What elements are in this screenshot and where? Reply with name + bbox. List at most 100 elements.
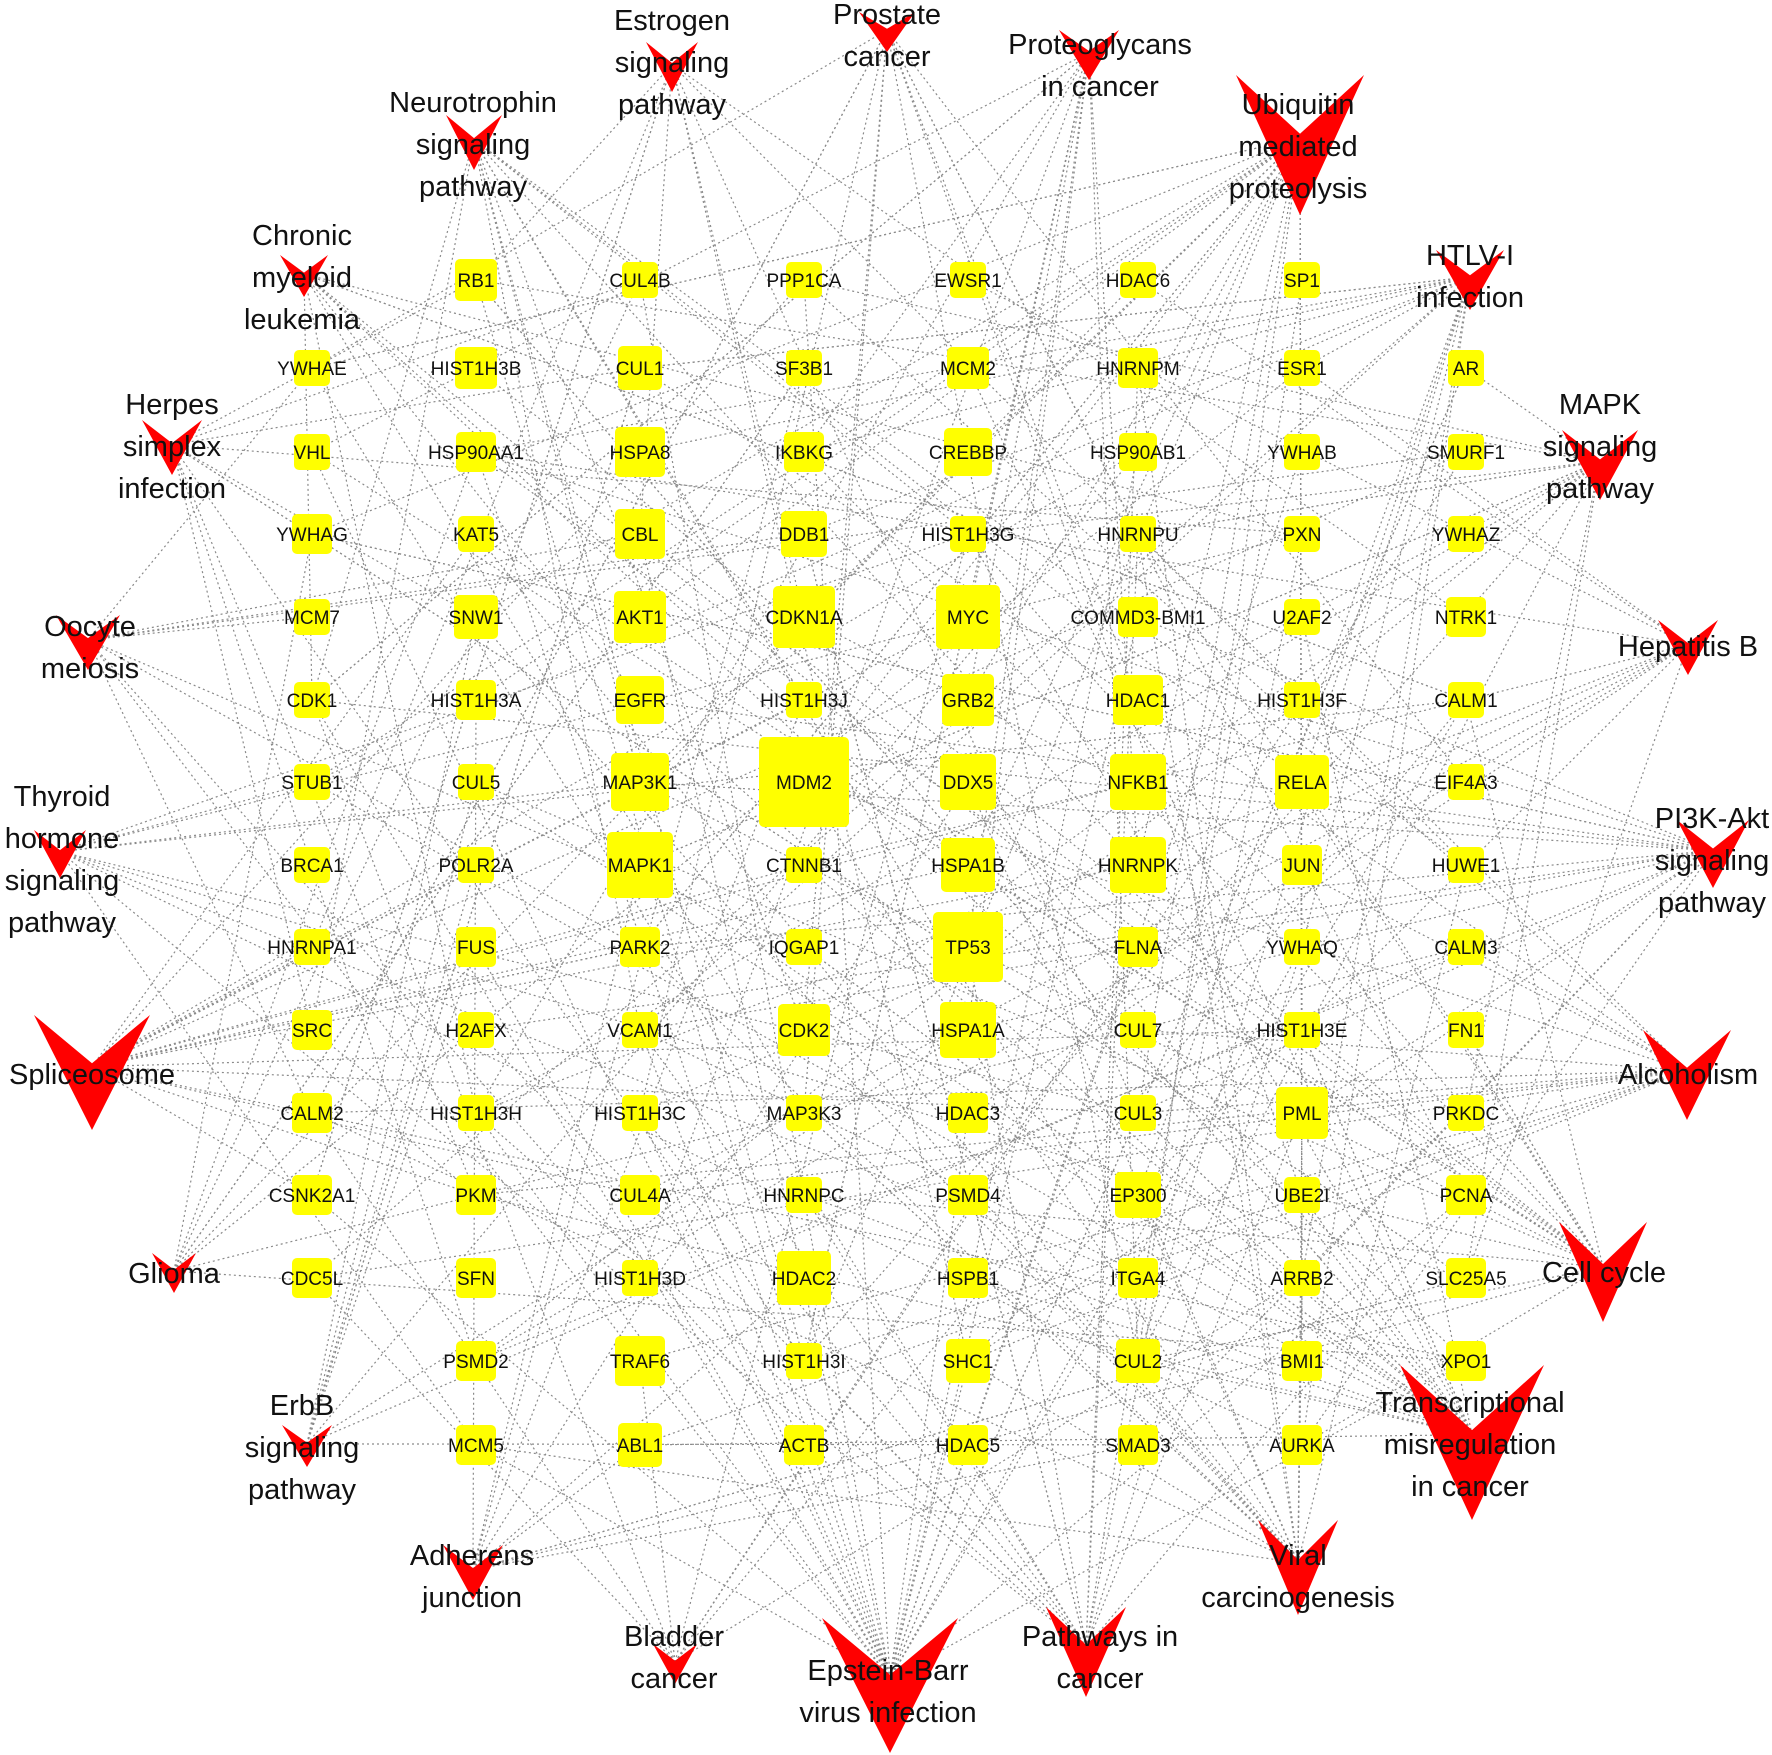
- gene-node-hsp90aa1[interactable]: HSP90AA1: [428, 432, 524, 472]
- gene-node-smad3[interactable]: SMAD3: [1105, 1425, 1171, 1465]
- gene-node-hist1h3g[interactable]: HIST1H3G: [922, 516, 1015, 552]
- gene-node-brca1[interactable]: BRCA1: [280, 847, 344, 883]
- gene-node-hspa8[interactable]: HSPA8: [610, 427, 671, 477]
- gene-node-csnk2a1[interactable]: CSNK2A1: [269, 1175, 356, 1215]
- gene-node-rb1[interactable]: RB1: [455, 259, 497, 301]
- pathway-node-spliceosome[interactable]: Spliceosome: [9, 1015, 175, 1130]
- gene-node-cul7[interactable]: CUL7: [1114, 1012, 1163, 1048]
- pathway-node-herpes-simplex-infection[interactable]: Herpes simplex infection: [118, 389, 226, 505]
- gene-node-ddb1[interactable]: DDB1: [779, 511, 830, 557]
- gene-node-ywhaz[interactable]: YWHAZ: [1432, 516, 1501, 552]
- gene-node-psmd4[interactable]: PSMD4: [935, 1175, 1001, 1215]
- gene-node-calm2[interactable]: CALM2: [280, 1093, 344, 1133]
- pathway-node-estrogen-signaling-pathway[interactable]: Estrogen signaling pathway: [614, 5, 730, 121]
- gene-node-hnrnpc[interactable]: HNRNPC: [763, 1177, 845, 1213]
- gene-node-cdc5l[interactable]: CDC5L: [281, 1258, 343, 1298]
- gene-node-prkdc[interactable]: PRKDC: [1433, 1095, 1500, 1131]
- gene-node-cul4b[interactable]: CUL4B: [609, 262, 671, 298]
- gene-node-iqgap1[interactable]: IQGAP1: [769, 929, 840, 965]
- gene-node-ddx5[interactable]: DDX5: [940, 754, 996, 810]
- gene-node-ppp1ca[interactable]: PPP1CA: [767, 262, 842, 298]
- gene-node-stub1[interactable]: STUB1: [281, 764, 343, 800]
- gene-node-hnrnpk[interactable]: HNRNPK: [1098, 837, 1179, 893]
- gene-node-mdm2[interactable]: MDM2: [759, 737, 849, 827]
- gene-node-hsp90ab1[interactable]: HSP90AB1: [1090, 433, 1186, 471]
- pathway-node-alcoholism[interactable]: Alcoholism: [1618, 1030, 1758, 1120]
- gene-node-hist1h3e[interactable]: HIST1H3E: [1257, 1012, 1348, 1048]
- gene-node-vcam1[interactable]: VCAM1: [607, 1012, 673, 1048]
- gene-node-jun[interactable]: JUN: [1282, 845, 1322, 885]
- gene-node-hist1h3i[interactable]: HIST1H3I: [762, 1343, 846, 1379]
- gene-node-ywhaq[interactable]: YWHAQ: [1266, 929, 1338, 965]
- gene-node-ar[interactable]: AR: [1448, 350, 1484, 386]
- gene-node-mapk1[interactable]: MAPK1: [607, 832, 673, 898]
- gene-node-hist1h3f[interactable]: HIST1H3F: [1257, 682, 1347, 718]
- gene-node-park2[interactable]: PARK2: [610, 927, 671, 967]
- gene-node-hist1h3a[interactable]: HIST1H3A: [431, 680, 522, 720]
- gene-node-cul5[interactable]: CUL5: [452, 764, 501, 800]
- gene-node-psmd2[interactable]: PSMD2: [443, 1341, 509, 1381]
- pathway-node-proteoglycans-in-cancer[interactable]: Proteoglycans in cancer: [1008, 29, 1192, 103]
- gene-node-mcm2[interactable]: MCM2: [940, 347, 996, 389]
- gene-node-nfkb1[interactable]: NFKB1: [1107, 754, 1169, 810]
- gene-node-crebbp[interactable]: CREBBP: [929, 428, 1007, 476]
- pathway-node-erbb-signaling-pathway[interactable]: ErbB signaling pathway: [245, 1390, 359, 1506]
- gene-node-vhl[interactable]: VHL: [294, 434, 331, 470]
- gene-node-snw1[interactable]: SNW1: [449, 595, 504, 639]
- gene-node-hspa1b[interactable]: HSPA1B: [931, 838, 1005, 892]
- gene-node-hdac5[interactable]: HDAC5: [936, 1425, 1000, 1465]
- pathway-node-cell-cycle[interactable]: Cell cycle: [1542, 1222, 1666, 1322]
- gene-node-pkm[interactable]: PKM: [455, 1175, 497, 1215]
- gene-node-mcm5[interactable]: MCM5: [448, 1425, 504, 1465]
- gene-node-actb[interactable]: ACTB: [779, 1425, 830, 1465]
- pathway-node-pathways-in-cancer[interactable]: Pathways in cancer: [1022, 1607, 1178, 1697]
- gene-node-cul1[interactable]: CUL1: [616, 346, 665, 390]
- pathway-node-thyroid-hormone-signaling-pathway[interactable]: Thyroid hormone signaling pathway: [5, 781, 119, 939]
- gene-node-pcna[interactable]: PCNA: [1440, 1175, 1493, 1215]
- pathway-node-adherens-junction[interactable]: Adherens junction: [410, 1540, 534, 1614]
- pathway-node-transcriptional-misregulation-in-cancer[interactable]: Transcriptional misregulation in cancer: [1375, 1365, 1565, 1520]
- gene-node-cul2[interactable]: CUL2: [1114, 1339, 1163, 1383]
- gene-node-hist1h3h[interactable]: HIST1H3H: [430, 1095, 522, 1131]
- gene-node-ube2i[interactable]: UBE2I: [1275, 1177, 1330, 1213]
- gene-node-egfr[interactable]: EGFR: [614, 676, 667, 724]
- pathway-node-glioma[interactable]: Glioma: [128, 1253, 221, 1293]
- pathway-node-viral-carcinogenesis[interactable]: Viral carcinogenesis: [1201, 1520, 1395, 1615]
- pathway-node-pi3k-akt-signaling-pathway[interactable]: PI3K-Akt signaling pathway: [1655, 803, 1769, 919]
- gene-node-smurf1[interactable]: SMURF1: [1427, 434, 1505, 470]
- gene-node-hnrnpa1[interactable]: HNRNPA1: [267, 929, 357, 965]
- gene-node-cdk1[interactable]: CDK1: [287, 682, 338, 718]
- pathway-node-ubiquitin-mediated-proteolysis[interactable]: Ubiquitin mediated proteolysis: [1229, 75, 1368, 215]
- pathway-node-htlv-i-infection[interactable]: HTLV-I infection: [1416, 240, 1524, 314]
- gene-node-hnrnpm[interactable]: HNRNPM: [1096, 348, 1180, 388]
- pathway-node-prostate-cancer[interactable]: Prostate cancer: [833, 0, 941, 73]
- gene-node-ywhab[interactable]: YWHAB: [1267, 434, 1337, 470]
- gene-node-hist1h3c[interactable]: HIST1H3C: [594, 1095, 686, 1131]
- gene-node-cdkn1a[interactable]: CDKN1A: [765, 586, 843, 648]
- gene-node-flna[interactable]: FLNA: [1114, 927, 1163, 967]
- gene-node-polr2a[interactable]: POLR2A: [439, 847, 514, 883]
- gene-node-u2af2[interactable]: U2AF2: [1272, 599, 1332, 635]
- gene-node-tp53[interactable]: TP53: [933, 912, 1003, 982]
- gene-node-sp1[interactable]: SP1: [1284, 262, 1320, 298]
- gene-node-pxn[interactable]: PXN: [1282, 516, 1322, 552]
- gene-node-esr1[interactable]: ESR1: [1277, 350, 1327, 386]
- gene-node-cul3[interactable]: CUL3: [1114, 1095, 1163, 1131]
- gene-node-hspb1[interactable]: HSPB1: [937, 1258, 999, 1298]
- gene-node-shc1[interactable]: SHC1: [943, 1339, 994, 1383]
- gene-node-ep300[interactable]: EP300: [1109, 1172, 1167, 1218]
- pathway-node-oocyte-meiosis[interactable]: Oocyte meiosis: [41, 611, 139, 685]
- gene-node-arrb2[interactable]: ARRB2: [1270, 1260, 1334, 1296]
- gene-node-pml[interactable]: PML: [1276, 1087, 1328, 1139]
- gene-node-sf3b1[interactable]: SF3B1: [775, 350, 833, 386]
- pathway-node-chronic-myeloid-leukemia[interactable]: Chronic myeloid leukemia: [244, 220, 361, 336]
- gene-node-kat5[interactable]: KAT5: [453, 516, 499, 552]
- gene-node-aurka[interactable]: AURKA: [1269, 1425, 1335, 1465]
- gene-node-rela[interactable]: RELA: [1275, 755, 1329, 809]
- gene-node-slc25a5[interactable]: SLC25A5: [1425, 1258, 1507, 1298]
- pathway-node-mapk-signaling-pathway[interactable]: MAPK signaling pathway: [1543, 389, 1657, 505]
- gene-node-ntrk1[interactable]: NTRK1: [1435, 597, 1497, 637]
- gene-node-myc[interactable]: MYC: [936, 585, 1000, 649]
- gene-node-hist1h3b[interactable]: HIST1H3B: [431, 347, 522, 389]
- gene-node-hspa1a[interactable]: HSPA1A: [931, 1002, 1005, 1058]
